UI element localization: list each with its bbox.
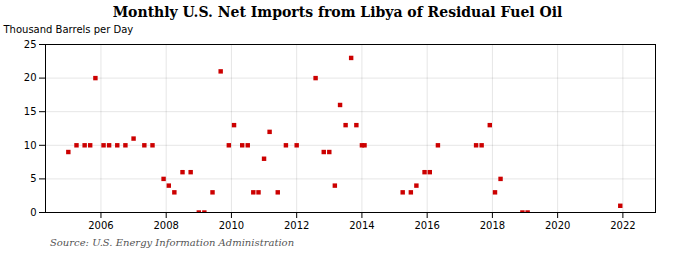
svg-text:2020: 2020: [545, 220, 570, 231]
svg-text:Thousand Barrels per Day: Thousand Barrels per Day: [3, 24, 134, 35]
svg-text:2018: 2018: [480, 220, 505, 231]
svg-text:10: 10: [24, 140, 37, 151]
svg-text:25: 25: [24, 39, 37, 50]
svg-text:0: 0: [30, 207, 36, 218]
svg-text:2022: 2022: [610, 220, 635, 231]
svg-text:15: 15: [24, 106, 37, 117]
svg-text:2008: 2008: [153, 220, 178, 231]
svg-text:20: 20: [24, 72, 37, 83]
svg-text:2010: 2010: [219, 220, 244, 231]
html-text:Source: U.S. Energy Informatio: Source: U.S. Energy Information Administ…: [50, 237, 295, 248]
svg-text:2016: 2016: [414, 220, 439, 231]
svg-text:2012: 2012: [284, 220, 309, 231]
html-text:Monthly U.S. Net Imports from: Monthly U.S. Net Imports from Libya of R…: [112, 4, 563, 20]
svg-text:2006: 2006: [88, 220, 113, 231]
svg-text:5: 5: [30, 173, 36, 184]
svg-text:2014: 2014: [349, 220, 374, 231]
